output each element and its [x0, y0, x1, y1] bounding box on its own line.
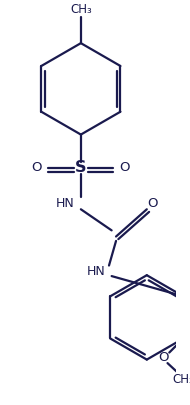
- Text: HN: HN: [87, 265, 105, 278]
- Text: CH₃: CH₃: [173, 373, 190, 386]
- Text: HN: HN: [56, 196, 75, 210]
- Text: O: O: [148, 196, 158, 210]
- Text: CH₃: CH₃: [70, 3, 92, 16]
- Text: O: O: [120, 162, 130, 175]
- Text: O: O: [159, 351, 169, 364]
- Text: S: S: [75, 160, 87, 175]
- Text: O: O: [32, 162, 42, 175]
